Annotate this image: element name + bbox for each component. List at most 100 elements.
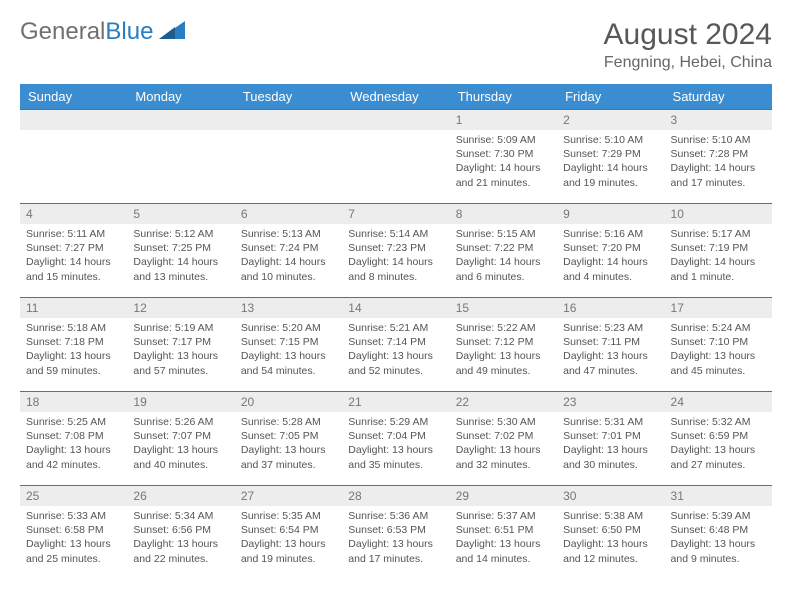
weekday-header: Wednesday xyxy=(342,84,449,110)
calendar-week: 25Sunrise: 5:33 AMSunset: 6:58 PMDayligh… xyxy=(20,486,772,580)
day-details: Sunrise: 5:34 AMSunset: 6:56 PMDaylight:… xyxy=(127,506,234,572)
day-number: 12 xyxy=(127,298,234,318)
day-number: 27 xyxy=(235,486,342,506)
day-number: 30 xyxy=(557,486,664,506)
day-number: 24 xyxy=(665,392,772,412)
calendar-week: 4Sunrise: 5:11 AMSunset: 7:27 PMDaylight… xyxy=(20,204,772,298)
calendar-cell: 26Sunrise: 5:34 AMSunset: 6:56 PMDayligh… xyxy=(127,486,234,580)
calendar-cell: 8Sunrise: 5:15 AMSunset: 7:22 PMDaylight… xyxy=(450,204,557,298)
day-details: Sunrise: 5:18 AMSunset: 7:18 PMDaylight:… xyxy=(20,318,127,384)
calendar-cell: 28Sunrise: 5:36 AMSunset: 6:53 PMDayligh… xyxy=(342,486,449,580)
day-details: Sunrise: 5:28 AMSunset: 7:05 PMDaylight:… xyxy=(235,412,342,478)
weekday-header: Sunday xyxy=(20,84,127,110)
calendar-cell xyxy=(342,110,449,204)
calendar-cell: 27Sunrise: 5:35 AMSunset: 6:54 PMDayligh… xyxy=(235,486,342,580)
calendar-cell: 13Sunrise: 5:20 AMSunset: 7:15 PMDayligh… xyxy=(235,298,342,392)
calendar-cell: 5Sunrise: 5:12 AMSunset: 7:25 PMDaylight… xyxy=(127,204,234,298)
day-number: 26 xyxy=(127,486,234,506)
day-details xyxy=(342,130,449,139)
day-number: 6 xyxy=(235,204,342,224)
day-details: Sunrise: 5:23 AMSunset: 7:11 PMDaylight:… xyxy=(557,318,664,384)
day-details: Sunrise: 5:16 AMSunset: 7:20 PMDaylight:… xyxy=(557,224,664,290)
day-details: Sunrise: 5:37 AMSunset: 6:51 PMDaylight:… xyxy=(450,506,557,572)
day-number: 13 xyxy=(235,298,342,318)
calendar-cell: 15Sunrise: 5:22 AMSunset: 7:12 PMDayligh… xyxy=(450,298,557,392)
title-block: August 2024 Fengning, Hebei, China xyxy=(604,18,772,72)
logo-text-1: General xyxy=(20,18,105,46)
weekday-header: Friday xyxy=(557,84,664,110)
calendar-head: SundayMondayTuesdayWednesdayThursdayFrid… xyxy=(20,84,772,110)
day-details: Sunrise: 5:29 AMSunset: 7:04 PMDaylight:… xyxy=(342,412,449,478)
calendar-cell: 17Sunrise: 5:24 AMSunset: 7:10 PMDayligh… xyxy=(665,298,772,392)
day-details: Sunrise: 5:22 AMSunset: 7:12 PMDaylight:… xyxy=(450,318,557,384)
header: GeneralBlue August 2024 Fengning, Hebei,… xyxy=(20,18,772,72)
calendar-cell: 20Sunrise: 5:28 AMSunset: 7:05 PMDayligh… xyxy=(235,392,342,486)
day-details: Sunrise: 5:13 AMSunset: 7:24 PMDaylight:… xyxy=(235,224,342,290)
day-number: 1 xyxy=(450,110,557,130)
logo: GeneralBlue xyxy=(20,18,185,46)
calendar-cell xyxy=(235,110,342,204)
day-number xyxy=(20,110,127,130)
day-details xyxy=(20,130,127,139)
day-number: 2 xyxy=(557,110,664,130)
day-details: Sunrise: 5:36 AMSunset: 6:53 PMDaylight:… xyxy=(342,506,449,572)
calendar-cell xyxy=(20,110,127,204)
weekday-header: Tuesday xyxy=(235,84,342,110)
day-number: 11 xyxy=(20,298,127,318)
day-number xyxy=(342,110,449,130)
calendar-cell: 30Sunrise: 5:38 AMSunset: 6:50 PMDayligh… xyxy=(557,486,664,580)
calendar-cell: 2Sunrise: 5:10 AMSunset: 7:29 PMDaylight… xyxy=(557,110,664,204)
day-number: 25 xyxy=(20,486,127,506)
day-details: Sunrise: 5:15 AMSunset: 7:22 PMDaylight:… xyxy=(450,224,557,290)
calendar-cell: 12Sunrise: 5:19 AMSunset: 7:17 PMDayligh… xyxy=(127,298,234,392)
calendar-cell: 9Sunrise: 5:16 AMSunset: 7:20 PMDaylight… xyxy=(557,204,664,298)
day-number: 31 xyxy=(665,486,772,506)
calendar-cell: 24Sunrise: 5:32 AMSunset: 6:59 PMDayligh… xyxy=(665,392,772,486)
day-details: Sunrise: 5:31 AMSunset: 7:01 PMDaylight:… xyxy=(557,412,664,478)
day-details: Sunrise: 5:39 AMSunset: 6:48 PMDaylight:… xyxy=(665,506,772,572)
day-number: 16 xyxy=(557,298,664,318)
calendar-cell: 14Sunrise: 5:21 AMSunset: 7:14 PMDayligh… xyxy=(342,298,449,392)
day-number xyxy=(127,110,234,130)
day-number: 14 xyxy=(342,298,449,318)
day-details: Sunrise: 5:12 AMSunset: 7:25 PMDaylight:… xyxy=(127,224,234,290)
calendar-cell: 23Sunrise: 5:31 AMSunset: 7:01 PMDayligh… xyxy=(557,392,664,486)
weekday-header: Thursday xyxy=(450,84,557,110)
calendar-cell: 3Sunrise: 5:10 AMSunset: 7:28 PMDaylight… xyxy=(665,110,772,204)
calendar-cell: 1Sunrise: 5:09 AMSunset: 7:30 PMDaylight… xyxy=(450,110,557,204)
day-details: Sunrise: 5:10 AMSunset: 7:29 PMDaylight:… xyxy=(557,130,664,196)
calendar-cell: 4Sunrise: 5:11 AMSunset: 7:27 PMDaylight… xyxy=(20,204,127,298)
day-details: Sunrise: 5:26 AMSunset: 7:07 PMDaylight:… xyxy=(127,412,234,478)
calendar-cell: 16Sunrise: 5:23 AMSunset: 7:11 PMDayligh… xyxy=(557,298,664,392)
day-number: 28 xyxy=(342,486,449,506)
day-number: 7 xyxy=(342,204,449,224)
weekday-header: Saturday xyxy=(665,84,772,110)
calendar-cell: 11Sunrise: 5:18 AMSunset: 7:18 PMDayligh… xyxy=(20,298,127,392)
day-details: Sunrise: 5:38 AMSunset: 6:50 PMDaylight:… xyxy=(557,506,664,572)
day-number: 22 xyxy=(450,392,557,412)
day-number: 5 xyxy=(127,204,234,224)
day-details xyxy=(235,130,342,139)
day-number: 4 xyxy=(20,204,127,224)
day-number: 15 xyxy=(450,298,557,318)
calendar-cell: 7Sunrise: 5:14 AMSunset: 7:23 PMDaylight… xyxy=(342,204,449,298)
calendar-cell: 29Sunrise: 5:37 AMSunset: 6:51 PMDayligh… xyxy=(450,486,557,580)
day-details: Sunrise: 5:20 AMSunset: 7:15 PMDaylight:… xyxy=(235,318,342,384)
day-details: Sunrise: 5:14 AMSunset: 7:23 PMDaylight:… xyxy=(342,224,449,290)
day-details: Sunrise: 5:25 AMSunset: 7:08 PMDaylight:… xyxy=(20,412,127,478)
calendar-cell: 22Sunrise: 5:30 AMSunset: 7:02 PMDayligh… xyxy=(450,392,557,486)
calendar-cell: 18Sunrise: 5:25 AMSunset: 7:08 PMDayligh… xyxy=(20,392,127,486)
day-number: 10 xyxy=(665,204,772,224)
location: Fengning, Hebei, China xyxy=(604,54,772,72)
logo-text-2: Blue xyxy=(105,18,153,46)
day-number: 18 xyxy=(20,392,127,412)
day-number: 20 xyxy=(235,392,342,412)
day-details: Sunrise: 5:10 AMSunset: 7:28 PMDaylight:… xyxy=(665,130,772,196)
calendar-cell: 19Sunrise: 5:26 AMSunset: 7:07 PMDayligh… xyxy=(127,392,234,486)
day-number: 21 xyxy=(342,392,449,412)
calendar-cell: 6Sunrise: 5:13 AMSunset: 7:24 PMDaylight… xyxy=(235,204,342,298)
day-details: Sunrise: 5:24 AMSunset: 7:10 PMDaylight:… xyxy=(665,318,772,384)
day-number: 23 xyxy=(557,392,664,412)
day-details: Sunrise: 5:32 AMSunset: 6:59 PMDaylight:… xyxy=(665,412,772,478)
day-details: Sunrise: 5:17 AMSunset: 7:19 PMDaylight:… xyxy=(665,224,772,290)
